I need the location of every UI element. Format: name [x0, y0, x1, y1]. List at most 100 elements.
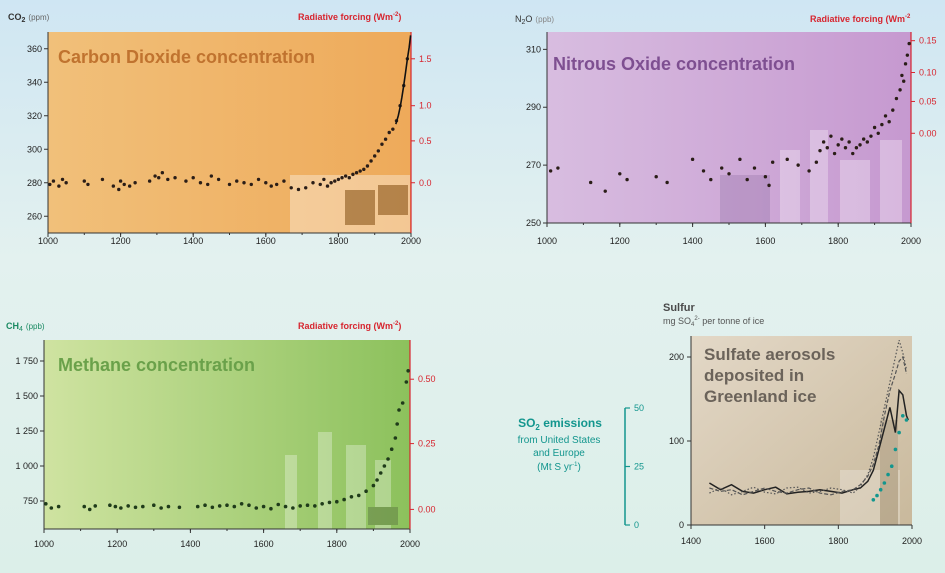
n2o-data-point [727, 172, 731, 176]
co2-data-point [358, 169, 362, 173]
co2-data-point [362, 167, 366, 172]
n2o-data-point [887, 120, 891, 124]
n2o-data-point [625, 177, 629, 182]
ch4-y-axis-label: CH4 (ppb) [6, 321, 45, 333]
ch4-y-tick-label: 1 500 [15, 391, 38, 401]
ch4-data-point [342, 497, 346, 502]
ch4-y-tick-label: 1 750 [15, 356, 38, 366]
n2o-data-point [854, 146, 859, 150]
ch4-data-point [349, 495, 354, 499]
ch4-data-point [133, 505, 138, 510]
n2o-data-point [861, 137, 866, 141]
n2o-panel: Nitrous Oxide concentration N2O (ppb) Rad… [515, 14, 937, 246]
ch4-panel-title: Methane concentration [58, 355, 255, 375]
co2-data-point [282, 179, 286, 183]
ch4-data-point [119, 506, 123, 510]
n2o-data-point [825, 146, 829, 150]
so2-data-point [893, 447, 898, 452]
sulfate-panel-title-line-3: Greenland ice [704, 387, 816, 406]
n2o-data-point [847, 140, 851, 144]
n2o-data-point [891, 108, 895, 112]
n2o-data-point [905, 53, 910, 57]
n2o-data-point [745, 177, 749, 182]
co2-data-point [340, 176, 344, 180]
co2-data-point [383, 137, 388, 141]
ch4-x-tick-label: 1400 [180, 539, 200, 549]
co2-data-point [227, 182, 232, 187]
n2o-data-point [654, 174, 658, 179]
ch4-data-point [406, 369, 410, 373]
co2-data-point [387, 130, 391, 135]
n2o-data-point [836, 143, 840, 147]
co2-data-point [351, 172, 355, 177]
ch4-x-tick-label: 1200 [107, 539, 127, 549]
co2-y-tick-label: 260 [27, 211, 42, 221]
ch4-data-point [210, 505, 215, 510]
co2-x-tick-label: 1000 [38, 236, 58, 246]
n2o-data-point [865, 140, 870, 144]
co2-data-point [127, 184, 132, 188]
sulfate-plot-background [691, 336, 912, 525]
co2-data-point [60, 177, 65, 182]
co2-data-point [256, 177, 261, 182]
co2-data-point [166, 177, 170, 182]
co2-data-point [86, 182, 90, 187]
co2-data-point [336, 177, 341, 182]
n2o-x-tick-label: 1400 [683, 236, 703, 246]
ch4-data-point [56, 504, 61, 509]
co2-data-point [376, 149, 381, 153]
ch4-data-point [397, 408, 401, 412]
ch4-data-point [93, 504, 98, 508]
sulfate-panel: Sulfate aerosols deposited in Greenland … [518, 302, 922, 546]
ch4-data-point [126, 504, 130, 508]
n2o-right-tick-label: 0.10 [919, 68, 937, 78]
sulfate-y-tick-label: 0 [679, 520, 684, 530]
so2-data-point [900, 414, 905, 418]
ch4-data-point [44, 502, 48, 506]
n2o-data-point [818, 148, 822, 153]
co2-x-tick-label: 1800 [328, 236, 348, 246]
so2-emissions-label: SO2 emissions [518, 416, 602, 432]
ch4-data-point [232, 504, 237, 509]
co2-right-tick-label: 0.0 [419, 178, 432, 188]
sulfur-label: Sulfur [663, 302, 695, 314]
so2-data-point [897, 430, 901, 435]
n2o-data-point [720, 166, 724, 170]
ch4-data-point [203, 503, 207, 508]
co2-data-point [322, 177, 326, 182]
sulfate-panel-title-line-1: Sulfate aerosols [704, 345, 835, 364]
ch4-data-point [375, 478, 379, 482]
n2o-plot-background [547, 32, 911, 223]
co2-data-point [133, 181, 137, 185]
n2o-y-tick-label: 290 [526, 102, 541, 112]
co2-data-point [173, 176, 177, 180]
so2-axis-tick-label: 25 [634, 462, 644, 472]
ch4-data-point [166, 504, 171, 509]
n2o-y-tick-label: 310 [526, 44, 541, 54]
so2-data-point [886, 472, 890, 477]
ch4-x-tick-label: 2000 [400, 539, 420, 549]
co2-data-point [160, 171, 165, 175]
co2-data-point [191, 176, 195, 180]
n2o-data-point [767, 183, 771, 188]
n2o-data-point [796, 163, 800, 167]
n2o-x-tick-label: 1600 [755, 236, 775, 246]
co2-data-point [118, 179, 123, 183]
n2o-y-axis-label: N2O (ppb) [515, 14, 554, 26]
n2o-data-point [858, 143, 862, 147]
co2-x-tick-label: 1200 [111, 236, 131, 246]
n2o-data-point [665, 180, 669, 185]
co2-panel: Carbon Dioxide concentration CO2 (ppm) Ra… [8, 12, 432, 246]
ch4-data-point [239, 502, 244, 506]
n2o-x-tick-label: 1200 [610, 236, 630, 246]
ch4-data-point [291, 506, 295, 510]
co2-data-point [117, 187, 121, 192]
n2o-data-point [814, 160, 819, 164]
n2o-right-tick-label: 0.15 [919, 36, 937, 46]
ch4-data-point [152, 503, 156, 508]
ch4-data-point [393, 436, 398, 440]
co2-data-point [235, 179, 239, 183]
ch4-data-point [313, 504, 317, 508]
ch4-data-point [386, 457, 390, 461]
n2o-y-tick-label: 250 [526, 218, 541, 228]
